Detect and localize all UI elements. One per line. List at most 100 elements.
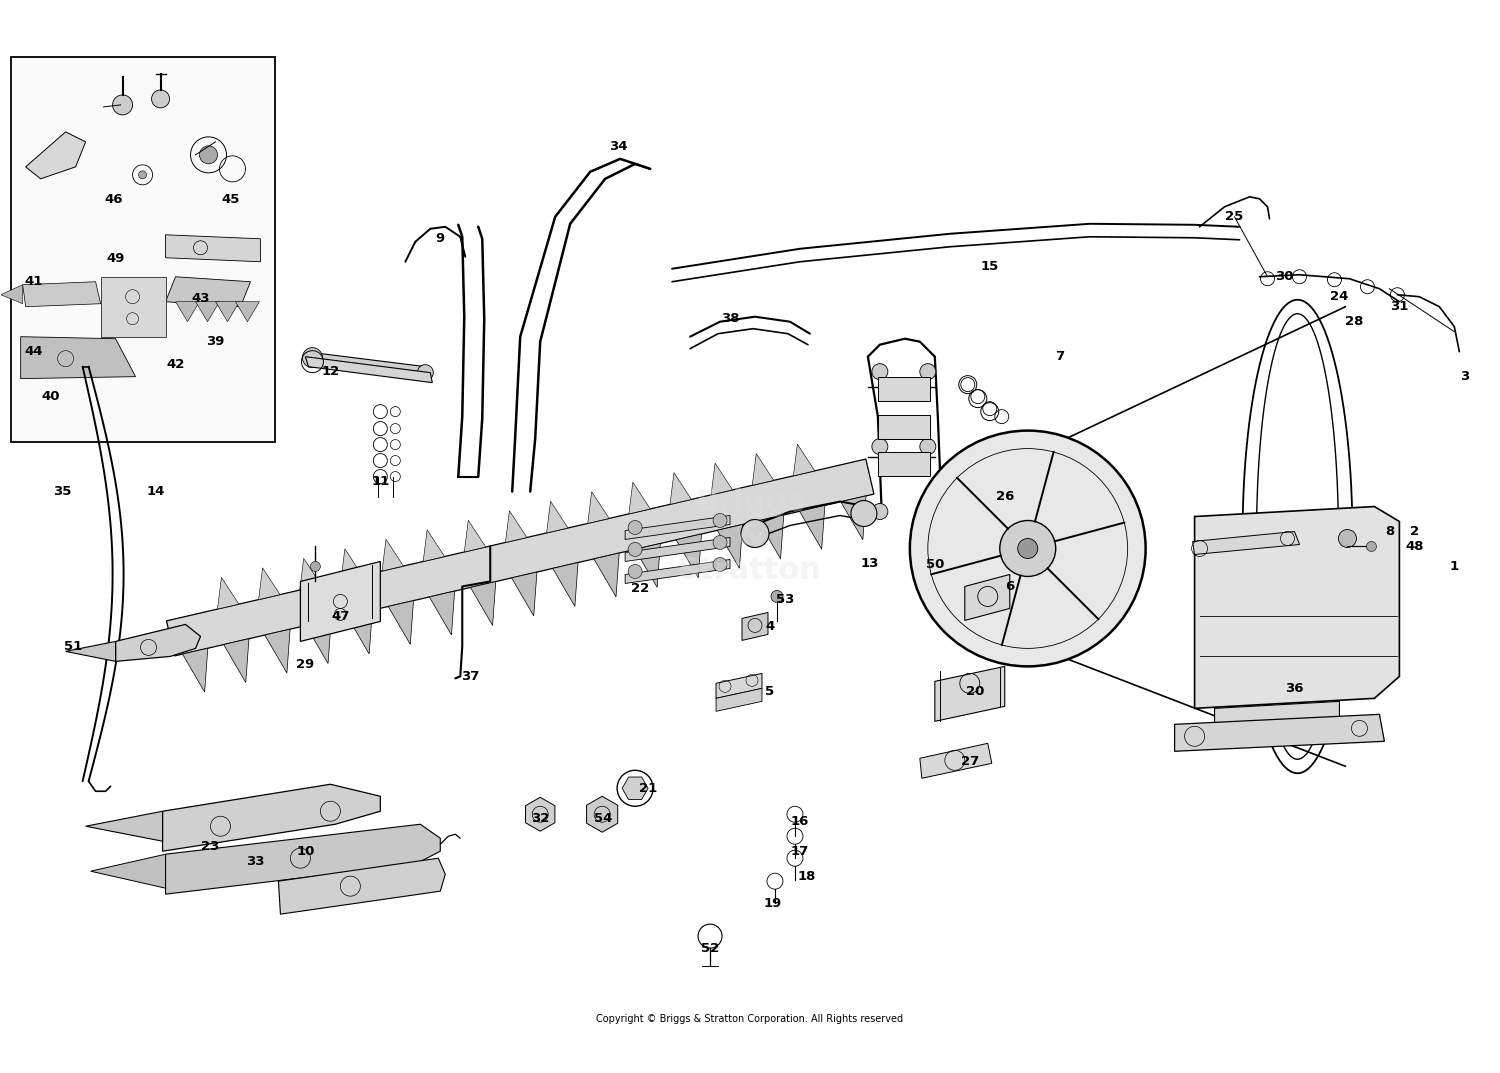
Polygon shape <box>594 553 619 597</box>
Polygon shape <box>236 302 260 322</box>
Polygon shape <box>676 534 702 577</box>
Circle shape <box>417 365 434 381</box>
Polygon shape <box>794 444 814 475</box>
Polygon shape <box>90 854 165 888</box>
Text: 44: 44 <box>24 346 44 358</box>
Circle shape <box>712 535 728 549</box>
Polygon shape <box>800 505 825 549</box>
Polygon shape <box>279 858 446 914</box>
Text: 4: 4 <box>765 620 774 633</box>
Circle shape <box>871 439 888 455</box>
Circle shape <box>871 364 888 380</box>
Text: 47: 47 <box>332 609 350 623</box>
Text: 42: 42 <box>166 358 184 371</box>
Text: 17: 17 <box>790 844 808 857</box>
Polygon shape <box>716 689 762 711</box>
Circle shape <box>1338 529 1356 547</box>
Polygon shape <box>628 482 651 514</box>
Circle shape <box>980 500 992 513</box>
Polygon shape <box>306 356 432 383</box>
Circle shape <box>310 561 321 572</box>
Polygon shape <box>964 574 1010 620</box>
Polygon shape <box>86 811 162 841</box>
Polygon shape <box>165 277 250 307</box>
Text: 48: 48 <box>1406 540 1423 553</box>
Polygon shape <box>626 515 730 540</box>
Text: 9: 9 <box>435 232 445 246</box>
Polygon shape <box>183 648 209 692</box>
Text: 28: 28 <box>1346 315 1364 328</box>
Polygon shape <box>346 611 372 653</box>
Text: 10: 10 <box>296 844 315 857</box>
Polygon shape <box>306 352 430 379</box>
Polygon shape <box>634 544 660 587</box>
Polygon shape <box>753 454 774 485</box>
Polygon shape <box>546 501 568 533</box>
Circle shape <box>152 90 170 108</box>
Polygon shape <box>932 519 968 548</box>
Circle shape <box>712 514 728 528</box>
Text: 43: 43 <box>192 292 210 305</box>
Polygon shape <box>165 824 441 894</box>
Text: 32: 32 <box>531 812 549 825</box>
Text: 24: 24 <box>1330 290 1348 304</box>
Text: 41: 41 <box>24 276 44 289</box>
Polygon shape <box>1215 702 1340 732</box>
Polygon shape <box>878 377 930 400</box>
Circle shape <box>741 519 770 547</box>
Polygon shape <box>506 511 526 543</box>
Text: 53: 53 <box>776 593 794 606</box>
Circle shape <box>920 503 936 519</box>
Polygon shape <box>306 620 332 663</box>
Polygon shape <box>1194 506 1400 708</box>
Text: 21: 21 <box>639 782 657 795</box>
Circle shape <box>628 564 642 578</box>
Circle shape <box>871 503 888 519</box>
Polygon shape <box>920 744 992 778</box>
Polygon shape <box>670 473 692 504</box>
Text: 37: 37 <box>460 670 480 682</box>
Text: 50: 50 <box>926 558 944 571</box>
Text: 49: 49 <box>106 252 124 265</box>
Polygon shape <box>554 562 578 606</box>
Text: 29: 29 <box>297 658 315 671</box>
Bar <box>10 57 276 442</box>
Polygon shape <box>165 235 261 262</box>
Polygon shape <box>759 515 784 559</box>
Polygon shape <box>116 624 201 661</box>
Polygon shape <box>588 491 609 524</box>
Polygon shape <box>216 302 240 322</box>
Polygon shape <box>626 559 730 584</box>
Circle shape <box>771 590 783 602</box>
Text: 7: 7 <box>1054 350 1065 363</box>
Text: 45: 45 <box>222 193 240 206</box>
Text: 3: 3 <box>1460 370 1468 383</box>
Circle shape <box>200 146 217 164</box>
Text: 35: 35 <box>54 485 72 498</box>
Text: 46: 46 <box>105 193 123 206</box>
Circle shape <box>920 439 936 455</box>
Polygon shape <box>300 561 381 642</box>
Polygon shape <box>586 796 618 833</box>
Polygon shape <box>217 577 238 609</box>
Polygon shape <box>266 629 290 673</box>
Polygon shape <box>622 777 648 799</box>
Circle shape <box>1000 520 1056 576</box>
Circle shape <box>628 520 642 534</box>
Polygon shape <box>300 558 321 590</box>
Text: 27: 27 <box>960 754 980 768</box>
Polygon shape <box>465 520 486 552</box>
Polygon shape <box>711 464 732 495</box>
Text: 6: 6 <box>1005 579 1014 593</box>
Text: 16: 16 <box>790 814 808 827</box>
Polygon shape <box>66 642 116 661</box>
Circle shape <box>1019 539 1038 558</box>
Polygon shape <box>22 282 100 307</box>
Polygon shape <box>176 302 200 322</box>
Polygon shape <box>382 540 404 571</box>
Text: 14: 14 <box>147 485 165 498</box>
Polygon shape <box>0 284 22 304</box>
Circle shape <box>976 484 993 500</box>
Text: 52: 52 <box>700 942 718 955</box>
Polygon shape <box>525 797 555 832</box>
